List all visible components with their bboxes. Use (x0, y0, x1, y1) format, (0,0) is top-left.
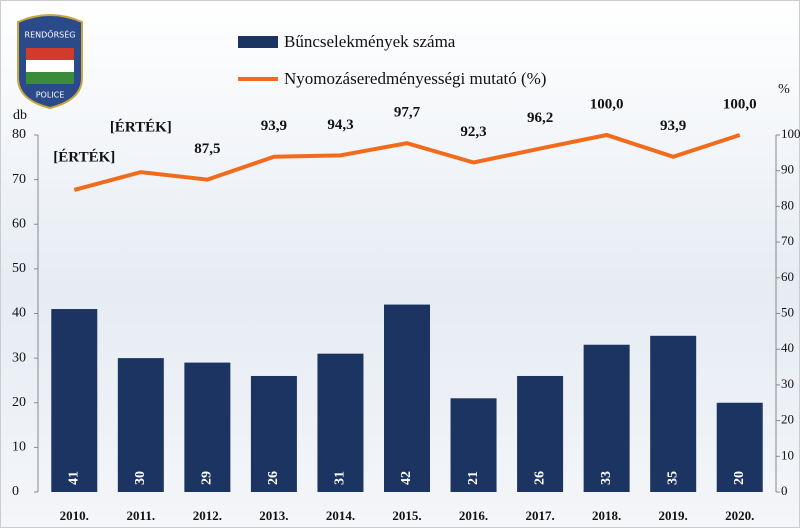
x-tick-label: 2016. (459, 508, 488, 523)
bar-value-label: 33 (599, 471, 614, 485)
y-tick-label: 70 (12, 172, 26, 187)
y2-tick-label: 50 (781, 304, 794, 319)
bar-value-label: 41 (66, 471, 81, 485)
bar (650, 336, 696, 492)
y-tick-label: 40 (12, 306, 26, 321)
line-value-label: 100,0 (723, 96, 757, 112)
y2-tick-label: 30 (781, 376, 794, 391)
x-tick-label: 2015. (392, 508, 421, 523)
y2-tick-label: 70 (781, 233, 794, 248)
y-tick-label: 50 (12, 261, 26, 276)
logo: RENDŐRSÉG POLICE (18, 15, 82, 108)
line-value-label: 87,5 (194, 141, 220, 157)
bar (51, 309, 97, 492)
x-tick-label: 2013. (259, 508, 288, 523)
line-value-label: 94,3 (327, 117, 353, 133)
bar-value-label: 35 (665, 471, 680, 485)
logo-text: POLICE (36, 91, 65, 100)
bar-value-label: 31 (333, 471, 348, 485)
y-tick-label: 30 (12, 350, 26, 365)
x-tick-label: 2020. (725, 508, 754, 523)
y2-axis-title: % (778, 82, 790, 97)
x-tick-label: 2017. (525, 508, 554, 523)
y-tick-label: 60 (12, 216, 26, 231)
x-tick-label: 2012. (193, 508, 222, 523)
bar-value-label: 20 (732, 471, 747, 485)
y2-tick-label: 60 (781, 269, 794, 284)
y-tick-label: 80 (12, 127, 26, 142)
x-tick-label: 2019. (659, 508, 688, 523)
y2-tick-label: 0 (781, 483, 788, 498)
bar (584, 345, 630, 492)
x-tick-label: 2010. (60, 508, 89, 523)
line-value-label: 93,9 (261, 118, 287, 134)
line-value-label: 92,3 (460, 124, 486, 140)
line-value-label: 100,0 (590, 96, 624, 112)
x-tick-label: 2014. (326, 508, 355, 523)
bar-value-label: 30 (133, 471, 148, 485)
chart: RENDŐRSÉG POLICE db % 0 10 20 30 40 50 60 70 80 0… (0, 0, 800, 528)
y2-tick-label: 40 (781, 340, 794, 355)
legend-swatch (238, 36, 278, 48)
bar-value-label: 26 (532, 471, 547, 485)
y-tick-label: 0 (12, 484, 19, 499)
line-value-label: 97,7 (394, 105, 421, 121)
line-value-label: [ÉRTÉK] (110, 119, 172, 136)
y2-tick-label: 10 (781, 447, 794, 462)
y2-tick-label: 90 (781, 162, 794, 177)
line-value-label: 96,2 (527, 110, 553, 126)
line-value-label: 93,9 (660, 118, 686, 134)
bar-value-label: 42 (399, 471, 414, 485)
bar (384, 305, 430, 492)
y-tick-label: 10 (12, 440, 26, 455)
y2-tick-label: 100 (781, 126, 800, 141)
bar-value-label: 21 (466, 471, 481, 485)
logo-text: RENDŐRSÉG (25, 29, 76, 40)
x-tick-label: 2018. (592, 508, 621, 523)
bar-value-label: 26 (266, 471, 281, 485)
x-tick-label: 2011. (127, 508, 156, 523)
y2-tick-label: 20 (781, 412, 794, 427)
legend-label: Nyomozáseredményességi mutató (%) (284, 69, 546, 88)
y-axis-title: db (13, 108, 27, 123)
y-tick-label: 20 (12, 395, 26, 410)
legend-label: Bűncselekmények száma (284, 32, 456, 51)
y2-tick-label: 80 (781, 197, 794, 212)
bar-value-label: 29 (200, 471, 215, 485)
line-value-label: [ÉRTÉK] (53, 148, 115, 165)
